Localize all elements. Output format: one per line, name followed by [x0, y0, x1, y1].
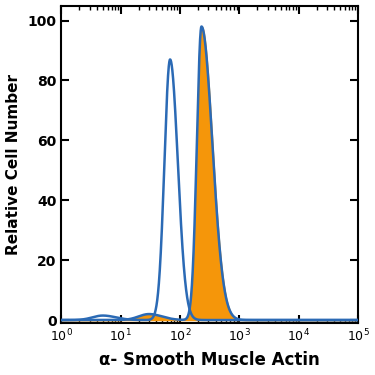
Y-axis label: Relative Cell Number: Relative Cell Number	[6, 74, 21, 255]
X-axis label: α- Smooth Muscle Actin: α- Smooth Muscle Actin	[99, 351, 320, 369]
